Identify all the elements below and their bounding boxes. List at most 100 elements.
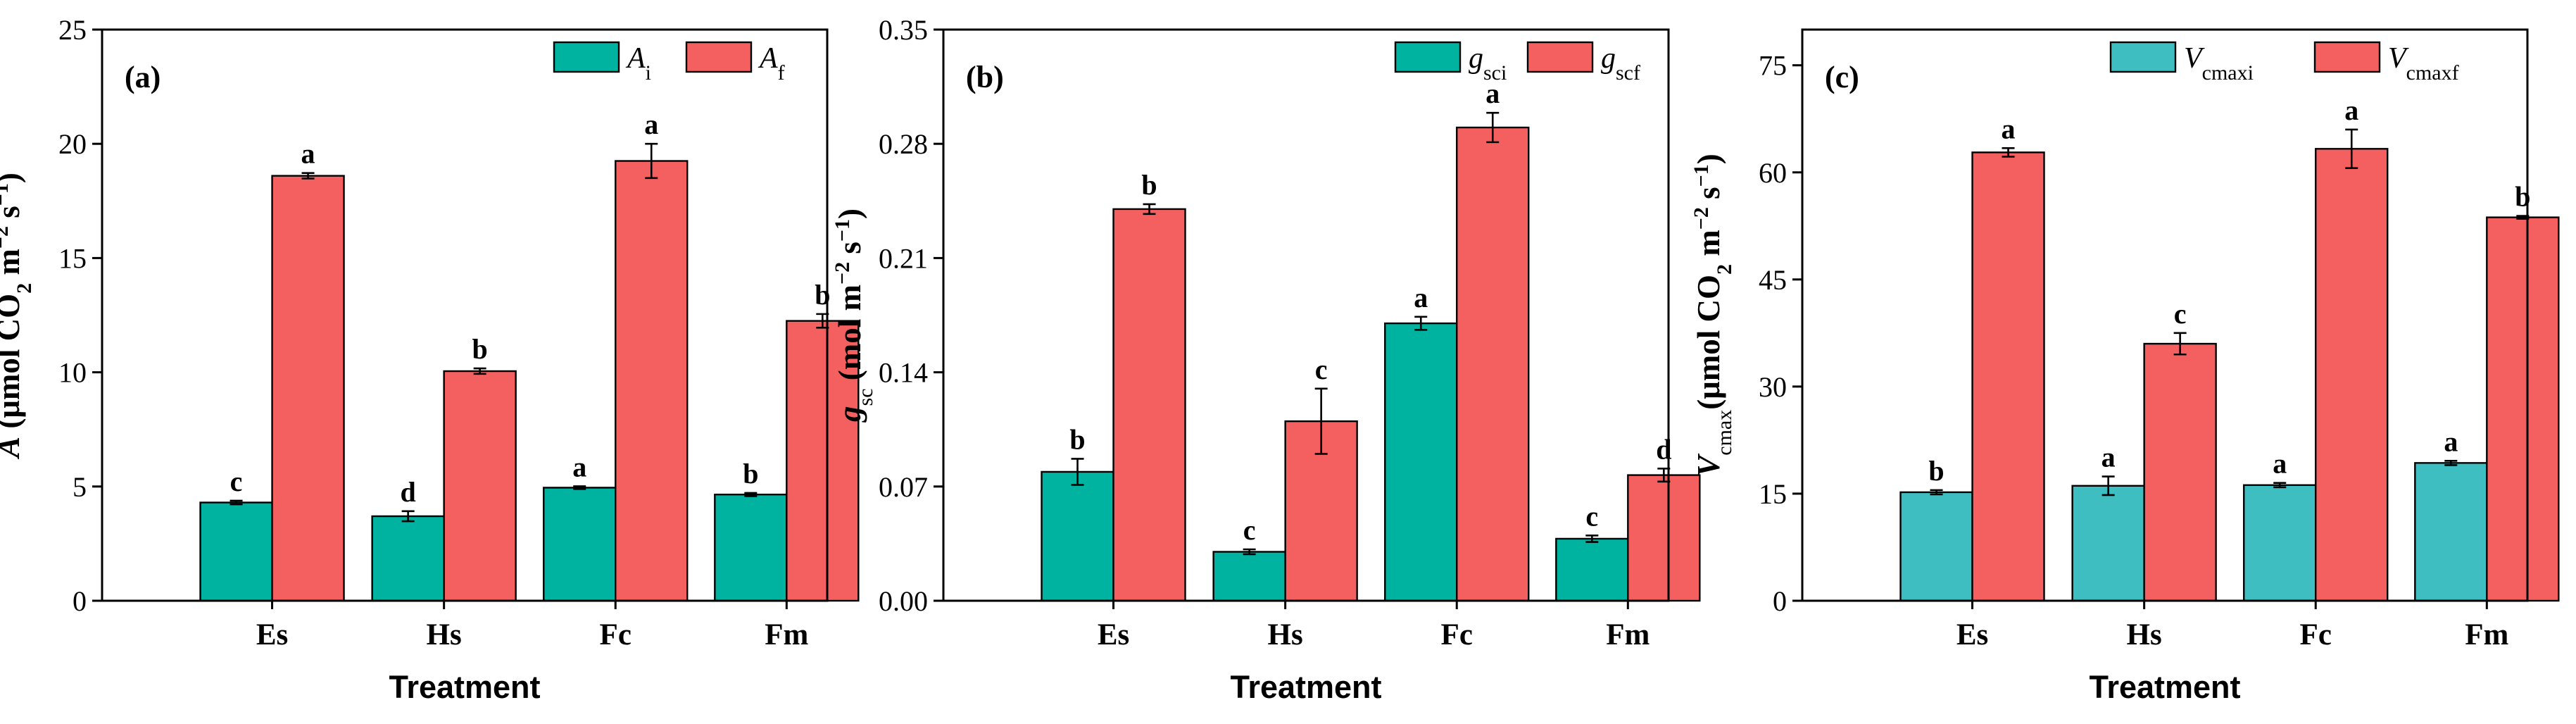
- plot-frame: [942, 28, 1670, 602]
- significance-letter-V_cmaxf-Fc: a: [2344, 94, 2358, 126]
- x-tick-label-Fm: Fm: [1606, 618, 1650, 651]
- bar-V_cmaxi-Fc: [2243, 484, 2317, 602]
- significance-letter-g_scf-Es: b: [1141, 169, 1157, 201]
- legend-label-A_i: Ai: [625, 42, 651, 85]
- bar-V_cmaxf-Hs: [2143, 342, 2217, 602]
- legend-label-A_f: Af: [758, 42, 785, 85]
- y-axis-title: Vcmax(μmol CO2 m−2 s−1): [1690, 154, 1736, 476]
- y-tick-label: 0: [1773, 585, 1787, 617]
- legend-label-V_cmaxf: Vcmaxf: [2388, 42, 2459, 85]
- bar-g_sci-Es: [1041, 470, 1114, 602]
- significance-letter-V_cmaxf-Hs: c: [2174, 298, 2187, 330]
- legend-label-g_scf: gscf: [1601, 42, 1640, 85]
- x-tick-label-Es: Es: [256, 618, 288, 651]
- legend-label-V_cmaxi: Vcmaxi: [2184, 42, 2254, 85]
- x-axis-title: Treatment: [2089, 669, 2240, 705]
- chart-panel-a: caEsdbHsaaFcbbFm0510152025(a)TreatmentA …: [0, 14, 860, 705]
- significance-letter-g_scf-Fc: a: [1485, 77, 1500, 109]
- significance-letter-A_i-Fc: a: [572, 451, 586, 482]
- bar-V_cmaxf-Fc: [2315, 148, 2389, 602]
- x-axis-title: Treatment: [389, 669, 540, 705]
- y-tick-label: 0.07: [879, 471, 928, 503]
- significance-letter-V_cmaxi-Hs: a: [2101, 442, 2116, 473]
- x-tick-label-Hs: Hs: [1268, 618, 1303, 651]
- significance-letter-V_cmaxi-Es: b: [1928, 455, 1944, 487]
- x-tick-label-Fc: Fc: [2300, 618, 2332, 651]
- significance-letter-g_sci-Es: b: [1069, 423, 1085, 455]
- x-tick-label-Es: Es: [1098, 618, 1129, 651]
- y-tick-label: 45: [1759, 264, 1787, 296]
- significance-letter-A_i-Hs: d: [401, 476, 416, 508]
- significance-letter-A_i-Fm: b: [743, 458, 758, 489]
- y-tick-label: 0.00: [879, 585, 928, 617]
- plot-frame: [101, 28, 829, 602]
- significance-letter-V_cmaxi-Fm: a: [2444, 425, 2458, 457]
- bar-A_i-Fc: [543, 487, 617, 602]
- legend-swatch-V_cmaxi: [2109, 41, 2177, 73]
- panel-label: (c): [1825, 60, 1859, 94]
- y-tick-label: 0.21: [879, 242, 928, 274]
- significance-letter-g_sci-Hs: c: [1243, 514, 1256, 546]
- bar-A_f-Es: [271, 175, 345, 602]
- y-tick-label: 20: [58, 128, 87, 160]
- y-tick-label: 15: [58, 242, 87, 274]
- legend-swatch-V_cmaxf: [2313, 41, 2381, 73]
- x-tick-label-Fc: Fc: [1441, 618, 1473, 651]
- bar-A_f-Fm: [786, 320, 860, 602]
- significance-letter-g_scf-Hs: c: [1315, 354, 1328, 385]
- legend: gsci gscf: [1394, 41, 1640, 85]
- bar-V_cmaxf-Fm: [2486, 216, 2560, 602]
- x-tick-label-Hs: Hs: [2127, 618, 2162, 651]
- x-tick-label-Fm: Fm: [765, 618, 808, 651]
- legend-swatch-A_f: [685, 41, 753, 73]
- x-axis-title: Treatment: [1230, 669, 1381, 705]
- bar-g_sci-Hs: [1212, 551, 1286, 602]
- significance-letter-g_sci-Fm: c: [1585, 500, 1598, 532]
- significance-letter-A_f-Hs: b: [472, 333, 488, 365]
- legend-swatch-g_scf: [1526, 41, 1594, 73]
- legend-swatch-g_sci: [1394, 41, 1462, 73]
- x-tick-label-Fm: Fm: [2465, 618, 2508, 651]
- significance-letter-A_i-Es: c: [230, 466, 243, 497]
- legend: Vcmaxi Vcmaxf: [2109, 41, 2459, 85]
- y-tick-label: 25: [58, 14, 87, 46]
- x-tick-label-Fc: Fc: [600, 618, 632, 651]
- significance-letter-V_cmaxf-Es: a: [2002, 113, 2016, 144]
- significance-letter-g_sci-Fc: a: [1414, 282, 1428, 313]
- legend-swatch-A_i: [553, 41, 620, 73]
- y-tick-label: 15: [1759, 478, 1787, 510]
- panel-label: (b): [966, 60, 1004, 94]
- chart-panel-b: bbEsccHsaaFccdFm0.000.070.140.210.280.35…: [831, 14, 1701, 705]
- bar-g_scf-Fm: [1627, 474, 1701, 602]
- significance-letter-A_f-Es: a: [301, 138, 315, 170]
- bar-A_i-Es: [199, 501, 273, 602]
- y-tick-label: 0: [73, 585, 87, 617]
- significance-letter-A_f-Fc: a: [644, 108, 658, 140]
- bar-A_f-Fc: [615, 160, 689, 602]
- y-tick-label: 0.35: [879, 14, 928, 46]
- x-tick-label-Es: Es: [1956, 618, 1988, 651]
- y-tick-label: 5: [73, 471, 87, 503]
- bar-V_cmaxi-Es: [1899, 491, 1973, 602]
- bar-g_sci-Fm: [1555, 537, 1629, 602]
- y-axis-title: A (μmol CO2 m−2 s−1): [0, 173, 36, 460]
- y-axis-title: gsc (mol m−2 s−1): [831, 208, 877, 423]
- bar-g_sci-Fc: [1384, 322, 1458, 602]
- legend: Ai Af: [553, 41, 785, 85]
- y-tick-label: 10: [58, 357, 87, 389]
- bar-V_cmaxi-Hs: [2071, 485, 2145, 602]
- significance-letter-V_cmaxi-Fc: a: [2273, 448, 2287, 480]
- bar-A_i-Hs: [371, 515, 445, 602]
- bar-V_cmaxi-Fm: [2414, 462, 2488, 602]
- bar-V_cmaxf-Es: [1971, 151, 2045, 602]
- y-tick-label: 75: [1759, 50, 1787, 82]
- y-tick-label: 0.28: [879, 128, 928, 160]
- x-tick-label-Hs: Hs: [427, 618, 462, 651]
- y-tick-label: 0.14: [879, 357, 928, 389]
- legend-label-g_sci: gsci: [1469, 42, 1507, 85]
- bar-g_scf-Fc: [1456, 126, 1530, 602]
- bar-A_i-Fm: [714, 493, 788, 602]
- bar-A_f-Hs: [443, 370, 517, 602]
